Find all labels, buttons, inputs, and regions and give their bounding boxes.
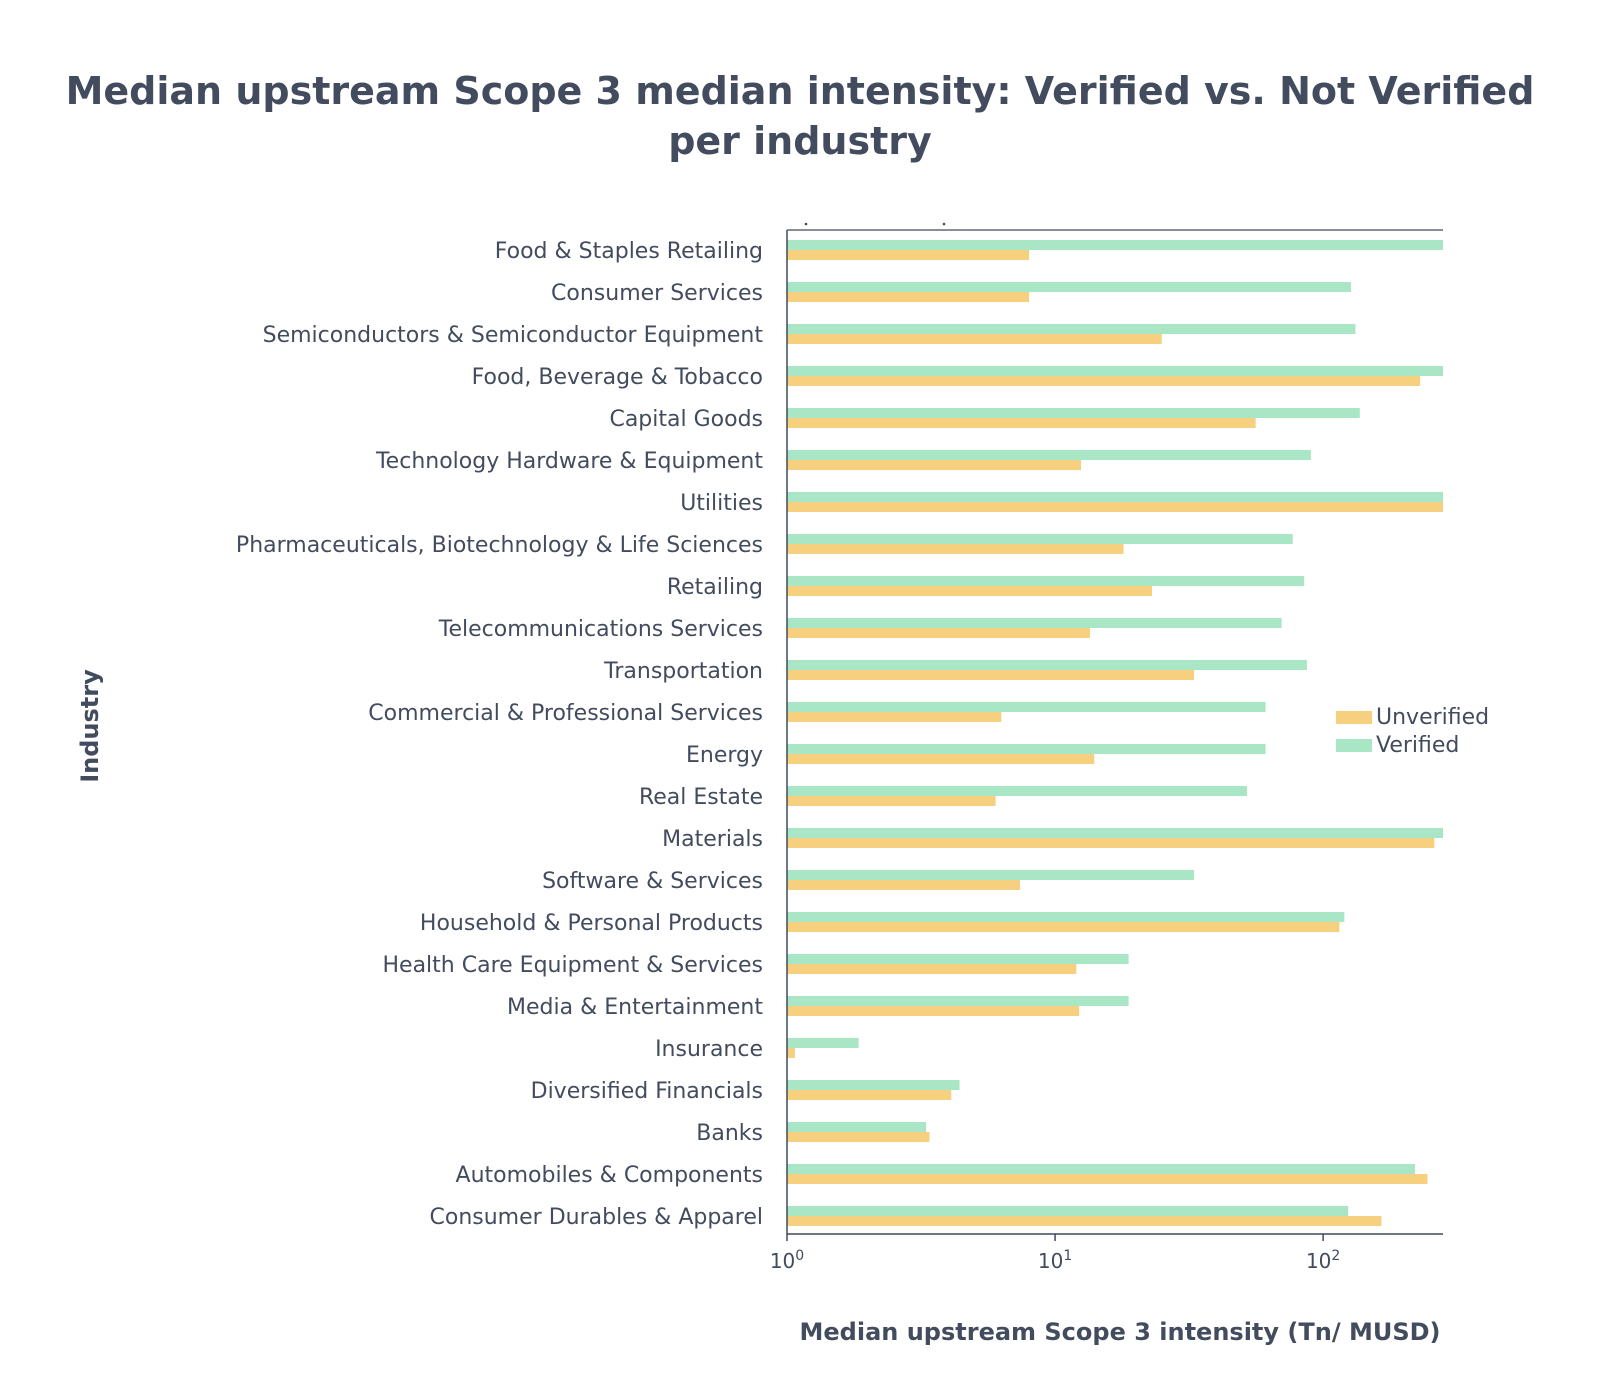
category-label-retailing: Retailing bbox=[667, 575, 763, 600]
category-label-health-care-equipment-services: Health Care Equipment & Services bbox=[383, 953, 764, 978]
bar-unverified-telecommunications-services bbox=[787, 628, 1091, 638]
bar-verified-utilities bbox=[787, 492, 1443, 502]
y-axis-title: Industry bbox=[76, 669, 104, 783]
bar-verified-pharmaceuticals-biotechnology-life-sciences bbox=[787, 534, 1293, 544]
bar-unverified-commercial-professional-services bbox=[787, 712, 1002, 722]
bar-verified-software-services bbox=[787, 870, 1195, 880]
bar-verified-insurance bbox=[787, 1038, 859, 1048]
category-label-consumer-durables-apparel: Consumer Durables & Apparel bbox=[430, 1205, 763, 1230]
category-label-materials: Materials bbox=[662, 827, 763, 852]
bar-verified-food-staples-retailing bbox=[787, 240, 1443, 250]
category-label-diversified-financials: Diversified Financials bbox=[531, 1079, 763, 1104]
legend-swatch-unverified bbox=[1336, 711, 1372, 724]
category-label-semiconductors-semiconductor-equipment: Semiconductors & Semiconductor Equipment bbox=[263, 323, 764, 348]
bar-verified-health-care-equipment-services bbox=[787, 954, 1129, 964]
category-label-telecommunications-services: Telecommunications Services bbox=[438, 617, 763, 642]
bar-verified-technology-hardware-equipment bbox=[787, 450, 1311, 460]
category-label-consumer-services: Consumer Services bbox=[551, 281, 763, 306]
bar-unverified-diversified-financials bbox=[787, 1090, 952, 1100]
bar-unverified-materials bbox=[787, 838, 1435, 848]
bar-verified-diversified-financials bbox=[787, 1080, 960, 1090]
bar-verified-consumer-durables-apparel bbox=[787, 1206, 1349, 1216]
bar-unverified-transportation bbox=[787, 670, 1195, 680]
bar-verified-household-personal-products bbox=[787, 912, 1345, 922]
bar-unverified-banks bbox=[787, 1132, 930, 1142]
chart-title: Median upstream Scope 3 median intensity… bbox=[0, 66, 1600, 166]
category-labels: Food & Staples Retailing Consumer Service… bbox=[236, 239, 763, 1230]
bar-unverified-insurance bbox=[787, 1048, 795, 1058]
category-label-household-personal-products: Household & Personal Products bbox=[420, 911, 763, 936]
category-label-capital-goods: Capital Goods bbox=[609, 407, 763, 432]
bar-verified-commercial-professional-services bbox=[787, 702, 1266, 712]
bar-unverified-pharmaceuticals-biotechnology-life-sciences bbox=[787, 544, 1124, 554]
bar-unverified-food-beverage-tobacco bbox=[787, 376, 1421, 386]
bar-unverified-software-services bbox=[787, 880, 1021, 890]
category-label-banks: Banks bbox=[696, 1121, 763, 1146]
legend: Unverified Verified bbox=[1336, 705, 1489, 758]
bar-unverified-consumer-durables-apparel bbox=[787, 1216, 1382, 1226]
bar-verified-transportation bbox=[787, 660, 1307, 670]
category-label-technology-hardware-equipment: Technology Hardware & Equipment bbox=[375, 449, 763, 474]
stray-dot-mark bbox=[804, 222, 808, 226]
x-tick-label: 102 bbox=[1306, 1248, 1340, 1273]
bar-unverified-technology-hardware-equipment bbox=[787, 460, 1082, 470]
bar-verified-telecommunications-services bbox=[787, 618, 1282, 628]
category-label-utilities: Utilities bbox=[680, 491, 763, 516]
bar-unverified-energy bbox=[787, 754, 1095, 764]
bar-verified-retailing bbox=[787, 576, 1305, 586]
bar-verified-media-entertainment bbox=[787, 996, 1129, 1006]
bar-verified-capital-goods bbox=[787, 408, 1360, 418]
category-label-energy: Energy bbox=[686, 743, 763, 768]
bar-verified-consumer-services bbox=[787, 282, 1351, 292]
bar-verified-real-estate bbox=[787, 786, 1248, 796]
x-axis-ticks: 100 101 102 bbox=[770, 1234, 1340, 1273]
chart-title-line-2: per industry bbox=[668, 119, 932, 163]
x-axis-title: Median upstream Scope 3 intensity (Tn/ M… bbox=[800, 1318, 1441, 1346]
bar-verified-banks bbox=[787, 1122, 926, 1132]
bar-verified-food-beverage-tobacco bbox=[787, 366, 1443, 376]
bar-verified-materials bbox=[787, 828, 1443, 838]
legend-label-unverified: Unverified bbox=[1376, 705, 1489, 730]
bar-unverified-health-care-equipment-services bbox=[787, 964, 1077, 974]
bar-unverified-utilities bbox=[787, 502, 1443, 512]
bars-layer bbox=[787, 240, 1443, 1226]
bar-verified-semiconductors-semiconductor-equipment bbox=[787, 324, 1356, 334]
category-label-insurance: Insurance bbox=[655, 1037, 763, 1062]
category-label-food-beverage-tobacco: Food, Beverage & Tobacco bbox=[472, 365, 763, 390]
legend-label-verified: Verified bbox=[1376, 733, 1459, 758]
bar-verified-energy bbox=[787, 744, 1266, 754]
category-label-food-staples-retailing: Food & Staples Retailing bbox=[495, 239, 763, 264]
bar-unverified-food-staples-retailing bbox=[787, 250, 1030, 260]
bar-unverified-semiconductors-semiconductor-equipment bbox=[787, 334, 1162, 344]
category-label-pharmaceuticals-biotechnology-life-sciences: Pharmaceuticals, Biotechnology & Life Sc… bbox=[236, 533, 763, 558]
bar-unverified-retailing bbox=[787, 586, 1153, 596]
category-label-software-services: Software & Services bbox=[542, 869, 763, 894]
category-label-real-estate: Real Estate bbox=[639, 785, 763, 810]
stray-dot-mark bbox=[942, 222, 946, 226]
chart-title-line-1: Median upstream Scope 3 median intensity… bbox=[65, 69, 1535, 113]
category-label-media-entertainment: Media & Entertainment bbox=[507, 995, 763, 1020]
bar-verified-automobiles-components bbox=[787, 1164, 1415, 1174]
bar-unverified-automobiles-components bbox=[787, 1174, 1428, 1184]
category-label-commercial-professional-services: Commercial & Professional Services bbox=[368, 701, 763, 726]
x-tick-label: 101 bbox=[1038, 1248, 1072, 1273]
axes bbox=[786, 222, 1443, 1235]
legend-swatch-verified bbox=[1336, 739, 1372, 752]
x-tick-label: 100 bbox=[770, 1248, 804, 1273]
bar-unverified-media-entertainment bbox=[787, 1006, 1080, 1016]
bar-unverified-capital-goods bbox=[787, 418, 1256, 428]
category-label-transportation: Transportation bbox=[603, 659, 763, 684]
category-label-automobiles-components: Automobiles & Components bbox=[456, 1163, 763, 1188]
bar-unverified-household-personal-products bbox=[787, 922, 1340, 932]
bar-unverified-real-estate bbox=[787, 796, 996, 806]
bar-unverified-consumer-services bbox=[787, 292, 1030, 302]
